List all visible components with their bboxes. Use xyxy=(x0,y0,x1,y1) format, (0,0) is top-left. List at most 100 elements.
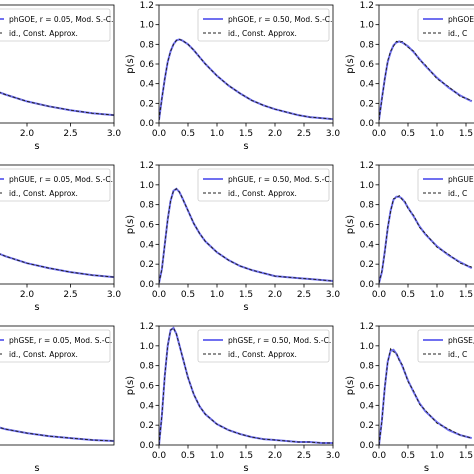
y-tick-label: 1.0 xyxy=(360,342,375,352)
x-axis-label: s xyxy=(34,463,39,474)
series-line-1 xyxy=(379,195,473,284)
axes-frame xyxy=(0,325,115,446)
x-tick-label: 3.0 xyxy=(107,129,122,139)
x-axis-label: s xyxy=(243,463,248,474)
x-tick-label: 0.5 xyxy=(401,129,415,139)
y-axis-label: p(s) xyxy=(345,54,356,73)
legend-entry-1: phGOE, r = 0.05, Mod. S.-C. xyxy=(9,15,113,24)
x-tick-label: 1.5 xyxy=(239,129,253,139)
series-line-2 xyxy=(379,347,472,445)
y-tick-label: 0.6 xyxy=(360,221,375,231)
panel-3: 0.0 0.5 1.0 1.5 0.0 0.2 0.4 0.6 0.8 1.0 1.2 p(s) phG… xyxy=(345,1,474,139)
y-tick-label: 0.0 xyxy=(140,119,155,129)
y-tick-label: 0.6 xyxy=(140,382,155,392)
legend-entry-2: id., Const. Approx. xyxy=(228,350,297,359)
x-tick-label: 2.5 xyxy=(63,129,77,139)
y-tick-label: 0.6 xyxy=(140,60,155,70)
y-tick-label: 0.0 xyxy=(360,280,375,290)
legend-entry-1: phGSE, xyxy=(448,336,474,345)
y-axis-label: p(s) xyxy=(125,54,136,73)
y-tick-label: 0.2 xyxy=(360,421,374,431)
x-axis-label: s xyxy=(34,302,39,313)
y-tick-label: 0.4 xyxy=(140,240,155,250)
legend-entry-2: id., Const. Approx. xyxy=(228,189,297,198)
x-tick-label: 0.0 xyxy=(372,290,387,300)
y-axis-label: p(s) xyxy=(125,215,136,234)
x-tick-label: 1.0 xyxy=(430,451,445,461)
x-tick-label: 2.5 xyxy=(63,290,77,300)
y-tick-label: 0.8 xyxy=(140,40,155,50)
panel-5: 0.0 0.5 1.0 1.5 2.0 2.5 3.0 0.0 0.2 0.4 0.6 0.8 1.0 1… xyxy=(125,161,340,313)
x-tick-label: 1.5 xyxy=(459,451,473,461)
legend-entry-1: phGUE, r = 0.50, Mod. S.-C. xyxy=(228,175,332,184)
x-tick-label: 2.5 xyxy=(297,451,311,461)
legend-entry-2: id., Const. Approx. xyxy=(9,29,78,38)
y-tick-label: 0.0 xyxy=(360,441,375,451)
x-tick-label: 1.0 xyxy=(210,290,225,300)
legend-entry-1: phGOE, r = 0.50, Mod. S.-C. xyxy=(228,15,332,24)
x-tick-label: 2.0 xyxy=(20,290,35,300)
x-tick-label: 3.0 xyxy=(326,451,341,461)
y-tick-label: 0.2 xyxy=(360,260,374,270)
panel-9: 0.0 0.5 1.0 1.5 0.0 0.2 0.4 0.6 0.8 1.0 1.2 s p(s) ph… xyxy=(345,322,474,474)
x-tick-label: 0.0 xyxy=(152,451,167,461)
legend-box xyxy=(0,329,111,363)
y-tick-label: 0.4 xyxy=(140,401,155,411)
legend-box xyxy=(417,329,474,363)
x-tick-label: 2.5 xyxy=(297,290,311,300)
y-tick-label: 1.0 xyxy=(140,181,155,191)
x-tick-label: 3.0 xyxy=(326,129,341,139)
y-tick-label: 0.0 xyxy=(360,119,375,129)
legend-box xyxy=(197,8,330,42)
legend-entry-1: phGSE, r = 0.50, Mod. S.-C. xyxy=(228,336,331,345)
x-tick-label: 0.5 xyxy=(181,451,195,461)
panel-2: 0.0 0.5 1.0 1.5 2.0 2.5 3.0 0.0 0.2 0.4 0.6 0.8 1.0 1… xyxy=(125,1,340,152)
series-line-1 xyxy=(159,187,333,284)
x-tick-label: 0.5 xyxy=(401,451,415,461)
x-tick-label: 0.5 xyxy=(181,129,195,139)
x-tick-label: 1.5 xyxy=(459,290,473,300)
series-line-2 xyxy=(379,195,472,284)
x-tick-label: 1.0 xyxy=(210,129,225,139)
legend-entry-2: id., Const. Approx. xyxy=(9,350,78,359)
y-tick-label: 0.6 xyxy=(360,60,375,70)
legend-entry-2: id., C xyxy=(448,29,467,38)
x-tick-label: 0.0 xyxy=(152,129,167,139)
x-tick-label: 2.5 xyxy=(297,129,311,139)
y-tick-label: 0.6 xyxy=(140,221,155,231)
y-tick-label: 0.8 xyxy=(360,201,375,211)
y-tick-label: 0.4 xyxy=(360,401,375,411)
panel-8: 0.0 0.5 1.0 1.5 2.0 2.5 3.0 0.0 0.2 0.4 0.6 0.8 1.0 1… xyxy=(125,322,340,474)
legend-box xyxy=(197,329,330,363)
legend-box xyxy=(197,168,330,202)
y-tick-label: 1.2 xyxy=(360,1,374,11)
x-axis-label: s xyxy=(34,141,39,152)
y-tick-label: 0.2 xyxy=(360,99,374,109)
legend-box xyxy=(0,8,111,42)
x-tick-label: 1.5 xyxy=(239,290,253,300)
series-line-2 xyxy=(0,427,114,442)
y-tick-label: 1.0 xyxy=(360,21,375,31)
x-axis-label: s xyxy=(424,463,429,474)
series-line-2 xyxy=(159,327,333,445)
panel-6: 0.0 0.5 1.0 1.5 0.0 0.2 0.4 0.6 0.8 1.0 1.2 p(s) phG… xyxy=(345,161,474,300)
y-tick-label: 1.2 xyxy=(360,322,374,332)
y-axis-label: p(s) xyxy=(345,376,356,395)
x-tick-label: 2.0 xyxy=(268,290,283,300)
series-line-2 xyxy=(159,188,333,284)
y-tick-label: 0.2 xyxy=(140,260,154,270)
x-tick-label: 0.5 xyxy=(181,290,195,300)
y-tick-label: 1.0 xyxy=(140,342,155,352)
x-tick-label: 2.0 xyxy=(268,129,283,139)
x-axis-label: s xyxy=(243,302,248,313)
x-tick-label: 3.0 xyxy=(107,290,122,300)
x-tick-label: 0.0 xyxy=(372,451,387,461)
legend-box xyxy=(417,168,474,202)
x-axis-label: s xyxy=(243,141,248,152)
legend-entry-1: phGOE, xyxy=(448,15,474,24)
legend-entry-2: id., Const. Approx. xyxy=(228,29,297,38)
x-tick-label: 0.0 xyxy=(372,129,387,139)
